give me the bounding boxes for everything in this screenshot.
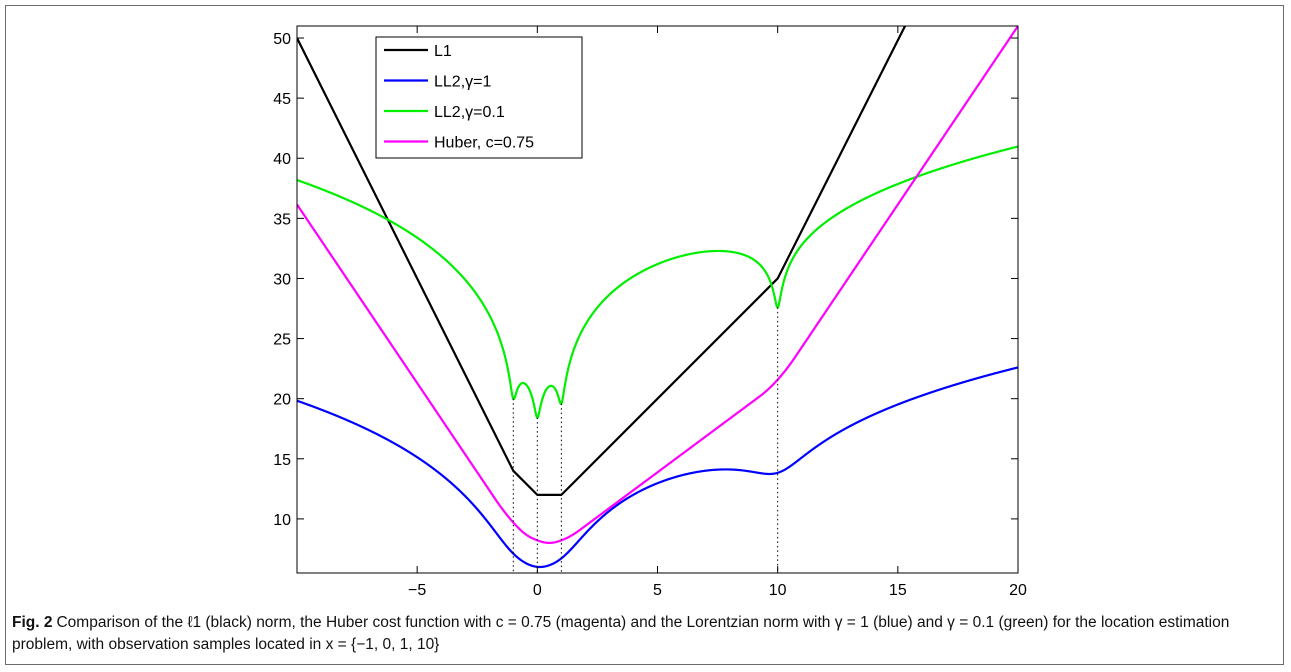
legend-label: LL2,γ=0.1 — [434, 104, 505, 121]
figure-frame — [5, 5, 1284, 665]
legend: L1 LL2,γ=1 LL2,γ=0.1 Huber, c=0.75 — [375, 36, 583, 159]
y-tick-label: 30 — [273, 271, 291, 288]
y-tick-label: 35 — [273, 211, 291, 228]
x-tick-label: 10 — [769, 582, 787, 599]
x-tick-label: 5 — [653, 582, 662, 599]
sample-guides — [512, 307, 779, 573]
series-layer — [297, 26, 1018, 569]
series-line-2 — [297, 366, 1018, 569]
y-tick-label: 15 — [273, 452, 291, 469]
caption-text: Comparison of the ℓ1 (black) norm, the H… — [12, 614, 1230, 653]
y-tick-label: 20 — [273, 392, 291, 409]
y-tick-label: 25 — [273, 332, 291, 349]
figure-caption: Fig. 2 Comparison of the ℓ1 (black) norm,… — [12, 612, 1274, 656]
x-tick-label: −5 — [408, 582, 426, 599]
series-line-4 — [297, 26, 1018, 545]
figure-label: Fig. 2 — [12, 614, 53, 631]
y-tick-label: 50 — [273, 31, 291, 48]
y-tick-label: 45 — [273, 91, 291, 108]
series-line-3 — [297, 145, 1018, 419]
legend-label: Huber, c=0.75 — [434, 135, 534, 152]
axis-ticks: −5 0 5 10 15 20 10 15 20 25 30 35 40 45 50 — [273, 26, 1027, 599]
x-tick-label: 0 — [533, 582, 542, 599]
legend-box — [375, 36, 583, 159]
x-tick-label: 20 — [1009, 582, 1027, 599]
y-tick-label: 10 — [273, 512, 291, 529]
y-tick-label: 40 — [273, 151, 291, 168]
legend-label: L1 — [434, 43, 452, 60]
line-chart: −5 0 5 10 15 20 10 15 20 25 30 35 40 45 50 L1 LL2,γ=1 LL… — [273, 25, 1027, 599]
legend-label: LL2,γ=1 — [434, 74, 491, 91]
series-line-1 — [297, 26, 907, 496]
x-tick-label: 15 — [889, 582, 907, 599]
